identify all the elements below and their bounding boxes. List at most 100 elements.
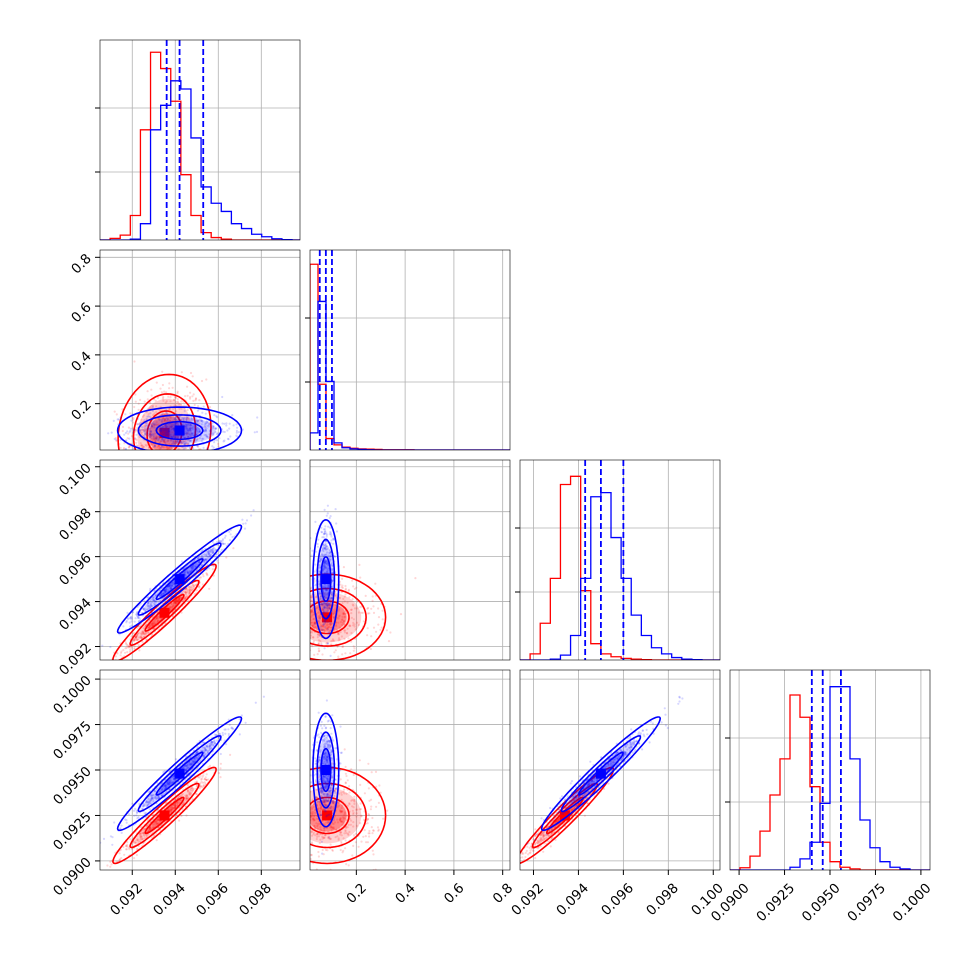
scatter-panel-2-0: [100, 460, 300, 660]
scatter-point: [165, 419, 168, 423]
scatter-point: [339, 631, 342, 634]
scatter-point: [173, 398, 176, 401]
scatter-point: [140, 633, 143, 636]
scatter-point: [141, 415, 145, 418]
scatter-point: [339, 778, 342, 781]
scatter-point: [198, 422, 201, 425]
scatter-point: [142, 633, 146, 636]
scatter-point: [217, 561, 220, 564]
scatter-point: [313, 818, 316, 822]
scatter-point: [204, 428, 207, 431]
scatter-point: [155, 437, 158, 440]
scatter-point: [344, 814, 347, 817]
scatter-point: [149, 433, 152, 437]
scatter-point: [205, 572, 208, 575]
scatter-point: [137, 624, 140, 628]
scatter-point: [216, 730, 219, 733]
scatter-point: [152, 794, 155, 797]
scatter-point: [181, 440, 184, 443]
scatter-point: [328, 602, 331, 605]
scatter-point: [192, 565, 195, 568]
scatter-point: [170, 605, 173, 609]
scatter-point: [151, 623, 154, 626]
scatter-point: [192, 760, 195, 763]
scatter-point: [310, 808, 313, 811]
scatter-point: [323, 562, 326, 565]
scatter-point: [186, 428, 189, 431]
scatter-point: [359, 822, 362, 825]
scatter-point: [382, 817, 385, 820]
scatter-point: [148, 447, 151, 450]
scatter-point: [204, 753, 207, 756]
scatter-point: [322, 554, 325, 557]
scatter-point: [141, 428, 145, 431]
scatter-point: [209, 748, 212, 751]
scatter-point: [162, 437, 165, 440]
scatter-point: [171, 606, 174, 609]
scatter-point: [238, 733, 241, 736]
scatter-point: [326, 792, 330, 796]
scatter-point: [163, 438, 166, 441]
scatter-point: [318, 610, 321, 613]
scatter-point: [170, 431, 173, 434]
scatter-point: [317, 647, 320, 650]
scatter-point: [132, 417, 135, 420]
scatter-point: [228, 530, 231, 534]
scatter-point: [330, 626, 333, 629]
scatter-point: [208, 567, 211, 570]
scatter-point: [358, 759, 361, 762]
scatter-point: [168, 586, 171, 590]
scatter-point: [122, 448, 125, 450]
scatter-point: [119, 446, 122, 450]
scatter-point: [318, 574, 321, 577]
scatter-point: [324, 870, 326, 872]
scatter-point: [160, 391, 163, 394]
scatter-point: [186, 789, 189, 792]
scatter-point: [155, 616, 158, 619]
scatter-point: [173, 602, 176, 605]
scatter-point: [310, 610, 313, 613]
scatter-point: [327, 586, 330, 589]
scatter-point: [186, 784, 189, 787]
scatter-point: [324, 566, 327, 569]
scatter-point: [186, 589, 189, 592]
scatter-point: [166, 440, 169, 443]
scatter-point: [323, 546, 326, 550]
scatter-point: [147, 424, 150, 427]
scatter-point: [194, 792, 198, 796]
scatter-point: [360, 611, 363, 614]
scatter-point: [147, 602, 150, 605]
scatter-point: [314, 780, 318, 783]
scatter-point: [133, 814, 136, 817]
scatter-point: [194, 440, 197, 443]
scatter-point: [358, 563, 361, 567]
histogram-blue-0: [100, 80, 300, 240]
contour-blue: [137, 735, 222, 813]
scatter-point: [195, 780, 198, 783]
scatter-point: [221, 731, 224, 735]
scatter-point: [191, 432, 194, 435]
scatter-point: [198, 576, 201, 580]
contour-red: [117, 373, 212, 450]
scatter-point: [172, 427, 175, 430]
scatter-point: [310, 805, 312, 809]
scatter-point: [170, 423, 173, 426]
scatter-point: [143, 828, 146, 831]
scatter-point: [150, 624, 153, 627]
scatter-point: [153, 445, 157, 448]
scatter-point: [136, 423, 139, 426]
scatter-point: [135, 848, 139, 851]
scatter-point: [214, 427, 217, 430]
scatter-point: [149, 435, 152, 438]
scatter-point: [219, 762, 222, 765]
scatter-point: [134, 636, 137, 639]
scatter-point: [142, 805, 145, 808]
scatter-point: [154, 432, 157, 435]
scatter-point: [170, 782, 173, 785]
scatter-point: [323, 830, 326, 833]
scatter-point: [172, 441, 175, 444]
scatter-point: [212, 432, 215, 435]
scatter-point: [348, 803, 351, 806]
scatter-point: [170, 425, 173, 428]
scatter-point: [230, 726, 233, 729]
